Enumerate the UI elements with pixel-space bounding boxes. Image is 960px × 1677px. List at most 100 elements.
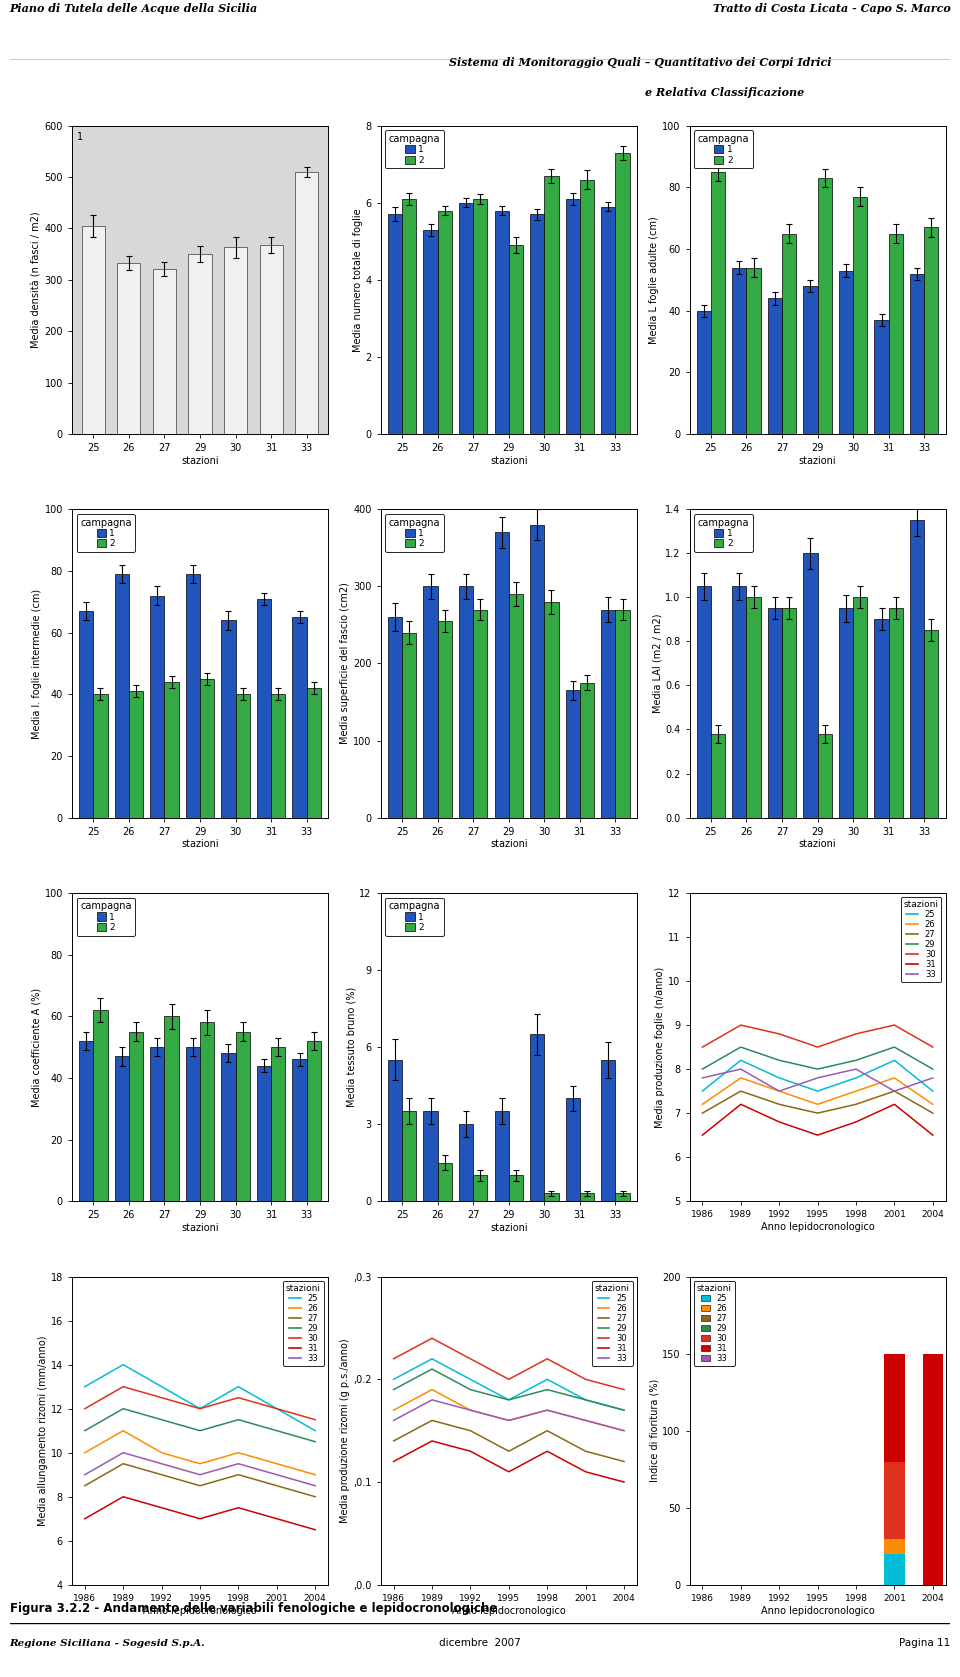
Bar — [697, 587, 711, 817]
Legend: 1, 2: 1, 2 — [385, 131, 444, 168]
Bar — [200, 679, 214, 817]
Bar — [473, 200, 488, 434]
Bar — [494, 211, 509, 434]
Text: Pagina 11: Pagina 11 — [900, 1638, 950, 1648]
Bar — [259, 245, 282, 434]
Bar — [839, 270, 853, 434]
Bar — [818, 178, 831, 434]
Bar — [565, 691, 580, 817]
Y-axis label: Media numero totale di foglie: Media numero totale di foglie — [352, 208, 363, 352]
Bar — [530, 1035, 544, 1201]
Legend: 25, 26, 27, 29, 30, 31, 33: 25, 26, 27, 29, 30, 31, 33 — [900, 897, 942, 983]
Bar — [93, 1010, 108, 1201]
Bar — [530, 215, 544, 434]
Legend: 25, 26, 27, 29, 30, 31, 33: 25, 26, 27, 29, 30, 31, 33 — [283, 1281, 324, 1365]
Bar — [150, 1046, 164, 1201]
X-axis label: stazioni: stazioni — [490, 456, 528, 466]
Text: Figura 3.2.2 - Andamento delle variabili fenologiche e lepidocronologiche: Figura 3.2.2 - Andamento delle variabili… — [10, 1602, 497, 1615]
Text: Sistema di Monitoraggio Quali – Quantitativo dei Corpi Idrici: Sistema di Monitoraggio Quali – Quantita… — [448, 57, 831, 69]
Bar — [459, 1124, 473, 1201]
Bar — [222, 1053, 235, 1201]
Bar — [615, 609, 630, 817]
Bar — [423, 230, 438, 434]
Bar — [711, 735, 725, 817]
Bar — [601, 206, 615, 434]
Bar — [782, 233, 796, 434]
Bar — [79, 1041, 93, 1201]
Y-axis label: Media L foglie adulte (cm): Media L foglie adulte (cm) — [649, 216, 660, 344]
Bar — [889, 609, 903, 817]
Bar — [494, 1112, 509, 1201]
X-axis label: Anno lepidocronologico: Anno lepidocronologico — [760, 1223, 875, 1233]
Bar — [601, 1060, 615, 1201]
Y-axis label: Media produzione foglie (n/anno): Media produzione foglie (n/anno) — [656, 966, 665, 1127]
Legend: 1, 2: 1, 2 — [694, 513, 753, 552]
Bar — [530, 525, 544, 817]
Bar — [544, 1194, 559, 1201]
Bar — [79, 610, 93, 817]
Bar — [402, 200, 417, 434]
Bar — [804, 553, 818, 817]
Bar — [222, 620, 235, 817]
Text: Tratto di Costa Licata - Capo S. Marco: Tratto di Costa Licata - Capo S. Marco — [712, 3, 950, 15]
Bar — [150, 595, 164, 817]
X-axis label: stazioni: stazioni — [181, 456, 219, 466]
Text: e Relativa Classificazione: e Relativa Classificazione — [645, 87, 804, 99]
X-axis label: stazioni: stazioni — [799, 840, 836, 849]
Legend: 25, 26, 27, 29, 30, 31, 33: 25, 26, 27, 29, 30, 31, 33 — [591, 1281, 633, 1365]
Bar — [459, 587, 473, 817]
Bar — [601, 609, 615, 817]
Bar — [544, 176, 559, 434]
Legend: 25, 26, 27, 29, 30, 31, 33: 25, 26, 27, 29, 30, 31, 33 — [694, 1281, 734, 1365]
Bar — [509, 245, 523, 434]
Bar — [732, 587, 747, 817]
Legend: 1, 2: 1, 2 — [385, 513, 444, 552]
Bar — [438, 1162, 452, 1201]
Bar — [924, 631, 939, 817]
Bar — [565, 200, 580, 434]
Bar — [423, 587, 438, 817]
Bar — [924, 228, 939, 434]
Text: dicembre  2007: dicembre 2007 — [439, 1638, 521, 1648]
Bar — [697, 310, 711, 434]
Bar — [747, 268, 760, 434]
Bar — [293, 617, 306, 817]
Bar — [186, 1046, 200, 1201]
Bar — [910, 520, 924, 817]
Bar — [257, 599, 271, 817]
Bar — [459, 203, 473, 434]
X-axis label: Anno lepidocronologico: Anno lepidocronologico — [760, 1605, 875, 1615]
Bar — [580, 1194, 594, 1201]
Bar — [114, 1057, 129, 1201]
Bar — [306, 1041, 321, 1201]
Bar — [910, 273, 924, 434]
Bar — [235, 694, 250, 817]
Bar — [615, 153, 630, 434]
Bar — [732, 268, 747, 434]
X-axis label: stazioni: stazioni — [181, 840, 219, 849]
X-axis label: Anno lepidocronologico: Anno lepidocronologico — [452, 1605, 565, 1615]
Bar — [494, 533, 509, 817]
Bar — [235, 1031, 250, 1201]
Bar — [853, 196, 868, 434]
Bar — [473, 609, 488, 817]
Bar — [615, 1194, 630, 1201]
Bar — [889, 233, 903, 434]
Bar — [164, 1016, 179, 1201]
Bar — [153, 268, 176, 434]
X-axis label: stazioni: stazioni — [490, 840, 528, 849]
Bar — [82, 226, 105, 434]
Bar — [388, 617, 402, 817]
Bar — [295, 173, 318, 434]
Bar — [224, 248, 247, 434]
Bar — [129, 1031, 143, 1201]
Bar — [473, 1176, 488, 1201]
Bar — [117, 263, 140, 434]
Bar — [839, 609, 853, 817]
Bar — [565, 1098, 580, 1201]
Legend: 1, 2: 1, 2 — [77, 513, 135, 552]
Text: Regione Siciliana - Sogesid S.p.A.: Regione Siciliana - Sogesid S.p.A. — [10, 1638, 205, 1648]
Bar — [271, 694, 285, 817]
Bar — [306, 688, 321, 817]
Bar — [188, 255, 211, 434]
